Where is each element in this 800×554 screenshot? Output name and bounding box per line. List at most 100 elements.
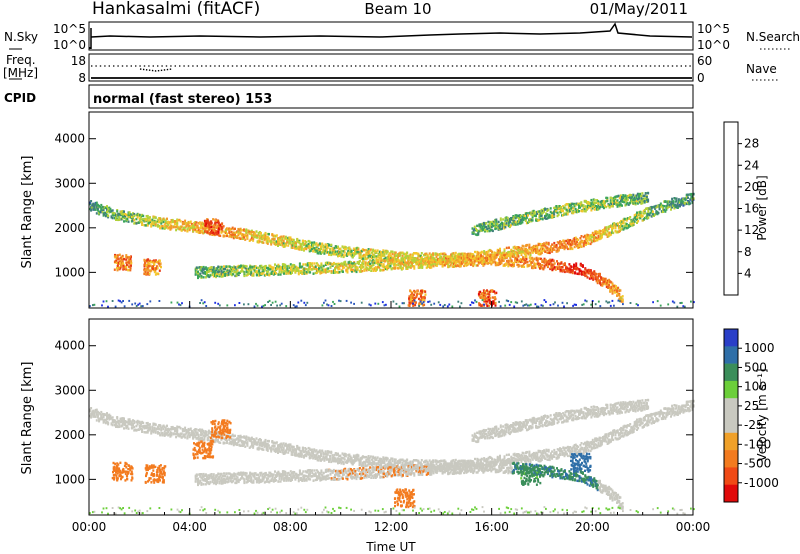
power-cell <box>529 251 532 254</box>
power-cell <box>230 270 233 273</box>
power-cell <box>524 261 527 264</box>
power-cell <box>616 230 619 233</box>
power-cell <box>93 208 96 211</box>
power-cell <box>117 212 120 216</box>
power-cell <box>496 225 499 229</box>
power-cell <box>549 263 552 266</box>
power-cell <box>528 264 531 267</box>
power-cell <box>540 264 543 267</box>
power-cell <box>305 268 308 271</box>
power-cell <box>351 262 353 265</box>
power-cell <box>473 259 476 262</box>
power-cell <box>573 205 576 208</box>
power-cell <box>545 217 548 220</box>
power-cell <box>676 204 679 207</box>
power-cell <box>481 222 484 226</box>
power-cell <box>641 219 644 222</box>
power-cell <box>449 264 452 267</box>
power-cell <box>92 205 95 208</box>
power-cell <box>540 249 543 252</box>
power-cell <box>613 222 616 225</box>
power-cell <box>583 239 586 243</box>
power-cell <box>540 266 543 269</box>
power-cell <box>154 216 157 219</box>
power-cell <box>553 210 556 213</box>
power-cell <box>166 222 168 225</box>
power-patch-cell <box>217 222 220 225</box>
power-patch-cell <box>125 255 128 259</box>
power-cell <box>599 282 601 285</box>
power-cell <box>255 230 258 233</box>
power-cell <box>555 205 558 208</box>
power-cell <box>595 206 597 210</box>
power-cell <box>435 259 438 262</box>
power-cell <box>648 213 651 217</box>
power-cell <box>450 255 453 258</box>
noise-tick-bottom-left: 10^0 <box>53 38 86 52</box>
power-cell <box>351 264 353 267</box>
power-cell <box>522 264 524 267</box>
power-cell <box>194 223 197 226</box>
power-cell <box>536 250 539 253</box>
power-cell <box>93 206 96 209</box>
power-cell <box>611 229 614 232</box>
power-cell <box>507 218 510 222</box>
power-cell <box>588 237 591 240</box>
power-cell <box>387 266 390 270</box>
power-cell <box>352 252 355 255</box>
power-cell <box>354 263 357 266</box>
power-cell <box>390 259 393 262</box>
power-cell <box>257 266 259 269</box>
power-cell <box>518 220 520 224</box>
power-cell <box>644 192 647 195</box>
power-cell <box>579 264 582 267</box>
power-cell <box>220 230 223 234</box>
power-cell <box>487 255 490 258</box>
power-cell <box>463 264 466 268</box>
power-cell <box>488 222 491 225</box>
power-cell <box>407 263 410 267</box>
power-cell <box>111 209 114 212</box>
power-cell <box>481 225 484 229</box>
power-cell <box>512 220 515 224</box>
power-cell <box>351 252 354 255</box>
power-cell <box>487 250 490 253</box>
power-cell <box>484 252 487 255</box>
power-cell <box>92 202 95 205</box>
power-cell <box>249 264 252 267</box>
power-cell <box>233 270 236 274</box>
power-cell <box>270 272 273 275</box>
power-cell <box>255 274 258 277</box>
power-cell <box>550 216 553 219</box>
power-cell <box>421 265 424 269</box>
power-cell <box>497 251 500 254</box>
power-patch-cell <box>418 292 421 295</box>
power-cell <box>246 268 249 272</box>
power-cell <box>397 262 400 266</box>
power-cell <box>311 262 314 265</box>
power-cell <box>267 233 270 236</box>
power-cell <box>299 245 302 248</box>
power-cell <box>574 210 577 214</box>
power-cell <box>446 255 449 258</box>
power-cell <box>562 245 565 249</box>
power-cell <box>531 251 534 254</box>
power-cell <box>416 261 419 264</box>
power-patch-cell <box>481 292 484 295</box>
power-cell <box>252 268 255 271</box>
power-cell <box>585 208 588 211</box>
power-cell <box>399 254 402 257</box>
power-cell <box>175 225 178 229</box>
power-cell <box>579 242 582 245</box>
power-cell <box>615 231 618 234</box>
power-cell <box>602 231 604 234</box>
power-cell <box>489 256 492 259</box>
power-cell <box>422 263 425 266</box>
power-cell <box>617 230 620 233</box>
power-cell <box>488 229 491 233</box>
power-cell <box>428 264 430 268</box>
power-cell <box>367 248 370 251</box>
power-cell <box>640 196 643 199</box>
power-cell <box>375 259 378 262</box>
power-cell <box>553 248 556 251</box>
